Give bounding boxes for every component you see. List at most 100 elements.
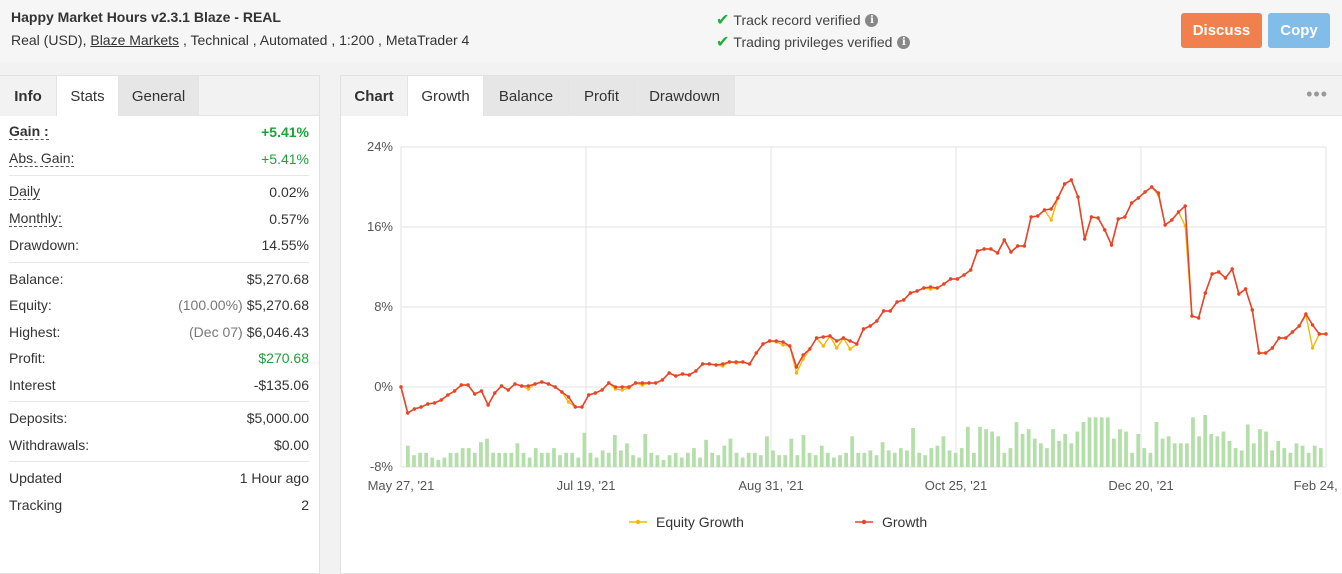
data-point [633, 381, 638, 385]
volume-bar [1209, 433, 1214, 467]
data-point [586, 393, 591, 397]
tab-profit[interactable]: Profit [569, 76, 635, 116]
broker-link[interactable]: Blaze Markets [90, 32, 180, 48]
abs-gain-row: Abs. Gain: +5.41% [9, 146, 309, 173]
volume-bar [576, 457, 581, 467]
data-point [667, 371, 671, 375]
data-point [660, 378, 665, 382]
data-point [1049, 218, 1053, 222]
gain-row: Gain : +5.41% [9, 119, 309, 146]
tab-drawdown[interactable]: Drawdown [635, 76, 735, 116]
data-point [995, 251, 1000, 255]
series-line [400, 178, 1326, 415]
volume-bar [734, 452, 739, 467]
tab-stats[interactable]: Stats [57, 76, 119, 116]
data-point [1176, 210, 1181, 214]
volume-bar [1160, 438, 1165, 467]
volume-bar [521, 452, 526, 467]
y-tick-label: -8% [370, 459, 394, 474]
volume-bar [953, 452, 958, 467]
volume-bar [1026, 429, 1031, 467]
x-tick-label: Aug 31, '21 [738, 478, 803, 493]
data-point [794, 365, 799, 369]
volume-bar [838, 455, 842, 467]
data-point [1002, 238, 1006, 242]
data-point [519, 384, 524, 388]
discuss-button[interactable]: Discuss [1181, 13, 1262, 48]
volume-bar [558, 455, 562, 467]
data-point [479, 389, 484, 393]
track-record-verified: ✔ Track record verified i [716, 10, 879, 30]
volume-bar [874, 455, 879, 467]
volume-bar [710, 452, 715, 467]
data-point [654, 381, 658, 385]
data-point [566, 395, 571, 399]
data-point [607, 381, 611, 385]
info-icon[interactable]: i [897, 35, 911, 49]
volume-bar [825, 452, 830, 467]
volume-bar [570, 452, 575, 467]
volume-bar [844, 452, 848, 467]
data-point [613, 385, 618, 389]
gain-label[interactable]: Gain : [9, 123, 49, 141]
profit-value: $270.68 [258, 350, 309, 367]
more-options-icon[interactable]: ••• [1306, 84, 1328, 104]
data-point [1183, 204, 1187, 208]
data-point [620, 388, 624, 392]
data-point [1056, 196, 1060, 200]
check-icon: ✔ [716, 12, 730, 29]
data-point [406, 411, 410, 415]
data-point [1076, 195, 1080, 199]
volume-bar [515, 443, 520, 467]
daily-label[interactable]: Daily [9, 183, 41, 201]
tab-growth[interactable]: Growth [407, 76, 484, 116]
volume-bar [661, 459, 666, 467]
tab-balance[interactable]: Balance [484, 76, 569, 116]
volume-bar [1172, 443, 1177, 467]
stats-panel: Info Stats General Gain : +5.41% Abs. Ga… [0, 75, 320, 574]
data-point [808, 347, 812, 351]
data-point [1230, 267, 1234, 271]
volume-bar [472, 452, 477, 467]
volume-bar [1245, 424, 1250, 467]
data-point [540, 380, 544, 384]
data-point [700, 362, 705, 366]
data-point [721, 362, 725, 366]
volume-bar [418, 452, 422, 467]
data-point [915, 289, 919, 293]
info-icon[interactable]: i [865, 13, 879, 27]
data-point [600, 388, 604, 392]
volume-bar [1178, 443, 1183, 467]
volume-bar [1239, 450, 1244, 467]
data-point [707, 362, 712, 366]
volume-bar [1063, 433, 1068, 467]
volume-bar [978, 426, 982, 467]
drawdown-row: Drawdown: 14.55% [9, 232, 309, 259]
volume-bar [564, 452, 569, 467]
data-point [1190, 314, 1194, 318]
volume-bar [965, 426, 970, 467]
data-point [908, 291, 913, 295]
volume-bar [1051, 429, 1055, 467]
copy-button[interactable]: Copy [1268, 13, 1330, 48]
volume-bar [1233, 448, 1238, 467]
volume-bar [892, 452, 897, 467]
data-point [560, 390, 564, 394]
data-point [1116, 217, 1120, 221]
volume-bar [862, 452, 867, 467]
data-point [439, 398, 443, 402]
volume-bar [1215, 436, 1220, 467]
profit-row: Profit: $270.68 [9, 345, 309, 372]
volume-bar [771, 450, 775, 467]
data-point [1136, 196, 1141, 200]
account-details: , Technical , Automated , 1:200 , MetaTr… [179, 32, 470, 48]
data-point [412, 407, 417, 411]
tab-info[interactable]: Info [0, 76, 57, 116]
monthly-label[interactable]: Monthly: [9, 209, 62, 227]
volume-bar [1045, 448, 1049, 467]
data-point [942, 282, 946, 286]
abs-gain-label[interactable]: Abs. Gain: [9, 149, 75, 167]
data-point [1109, 243, 1114, 247]
tab-general[interactable]: General [119, 76, 199, 116]
data-point [1150, 185, 1154, 189]
